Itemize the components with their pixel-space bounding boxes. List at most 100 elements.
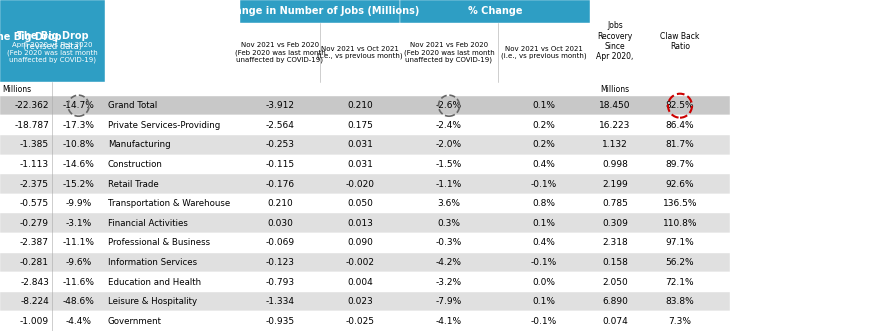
Text: Nov 2021 vs Oct 2021
(i.e., vs previous month): Nov 2021 vs Oct 2021 (i.e., vs previous … [501,46,586,59]
Text: 0.090: 0.090 [347,238,373,247]
Text: 2.050: 2.050 [601,277,627,287]
Text: 0.0%: 0.0% [532,277,555,287]
Text: -10.8%: -10.8% [63,140,95,149]
Text: 0.023: 0.023 [347,297,373,306]
Text: 0.074: 0.074 [601,317,627,326]
Text: 3.6%: 3.6% [437,199,460,208]
Text: Government: Government [108,317,162,326]
Text: 56.2%: 56.2% [665,258,693,267]
Text: -1.113: -1.113 [20,160,49,169]
Text: -0.176: -0.176 [265,179,295,189]
Text: -2.6%: -2.6% [435,101,461,110]
Text: -4.4%: -4.4% [65,317,91,326]
Text: (revised data): (revised data) [23,42,82,51]
Text: -0.575: -0.575 [20,199,49,208]
Text: 0.4%: 0.4% [532,160,554,169]
Bar [0,233,729,253]
Text: The Big Drop: The Big Drop [0,32,62,42]
Bar [0,174,729,194]
Text: Transportation & Warehouse: Transportation & Warehouse [108,199,230,208]
Text: -1.1%: -1.1% [435,179,461,189]
Text: -0.935: -0.935 [265,317,295,326]
Text: -9.6%: -9.6% [65,258,91,267]
Bar [0,0,105,82]
Text: -1.009: -1.009 [20,317,49,326]
Bar [0,213,729,233]
Text: Claw Back
Ratio: Claw Back Ratio [660,31,699,51]
Text: Millions: Millions [600,85,629,94]
Text: 0.1%: 0.1% [532,219,555,228]
Text: 0.031: 0.031 [347,140,373,149]
Bar [0,135,729,155]
Bar [400,0,589,23]
Text: 0.210: 0.210 [267,199,293,208]
Bar [0,96,729,116]
Text: -4.1%: -4.1% [435,317,461,326]
Text: 89.7%: 89.7% [665,160,693,169]
Text: -18.787: -18.787 [14,121,49,130]
Text: -1.334: -1.334 [265,297,295,306]
Text: -2.564: -2.564 [265,121,294,130]
Text: 81.7%: 81.7% [665,140,693,149]
Text: -0.002: -0.002 [345,258,374,267]
Text: 2.199: 2.199 [601,179,627,189]
Bar [0,194,729,213]
Text: -11.6%: -11.6% [63,277,95,287]
Text: 0.030: 0.030 [267,219,293,228]
Text: -11.1%: -11.1% [63,238,95,247]
Text: Change in Number of Jobs (Millions): Change in Number of Jobs (Millions) [221,6,419,16]
Text: -0.279: -0.279 [20,219,49,228]
Text: -3.912: -3.912 [265,101,295,110]
Text: 72.1%: 72.1% [665,277,693,287]
Text: -0.1%: -0.1% [530,258,556,267]
Text: Financial Activities: Financial Activities [108,219,188,228]
Text: -0.793: -0.793 [265,277,295,287]
Text: Leisure & Hospitality: Leisure & Hospitality [108,297,197,306]
Text: 6.890: 6.890 [601,297,627,306]
Text: -14.7%: -14.7% [63,101,95,110]
Text: -8.224: -8.224 [20,297,49,306]
Text: 86.4%: 86.4% [665,121,693,130]
Text: -0.1%: -0.1% [530,179,556,189]
Text: Nov 2021 vs Oct 2021
(i.e., vs previous month): Nov 2021 vs Oct 2021 (i.e., vs previous … [317,46,402,59]
Bar [0,155,729,174]
Text: 7.3%: 7.3% [667,317,691,326]
Text: 0.8%: 0.8% [532,199,555,208]
Text: -0.020: -0.020 [345,179,374,189]
Text: Nov 2021 vs Feb 2020
(Feb 2020 was last month
unaffected by COVID-19): Nov 2021 vs Feb 2020 (Feb 2020 was last … [235,42,325,63]
Text: -2.4%: -2.4% [435,121,461,130]
Text: 110.8%: 110.8% [662,219,696,228]
Text: 0.785: 0.785 [601,199,627,208]
Text: 97.1%: 97.1% [665,238,693,247]
Text: -0.281: -0.281 [20,258,49,267]
Text: -4.2%: -4.2% [435,258,461,267]
Text: 0.175: 0.175 [347,121,373,130]
Text: Professional & Business: Professional & Business [108,238,210,247]
Text: 16.223: 16.223 [599,121,630,130]
Text: -15.2%: -15.2% [63,179,95,189]
Text: 2.318: 2.318 [601,238,627,247]
Text: Manufacturing: Manufacturing [108,140,170,149]
Text: 0.2%: 0.2% [532,121,554,130]
Text: -3.2%: -3.2% [435,277,461,287]
Text: 136.5%: 136.5% [662,199,696,208]
Text: April 2020 vs Feb 2020
(Feb 2020 was last month
unaffected by COVID-19): April 2020 vs Feb 2020 (Feb 2020 was las… [7,42,98,63]
Text: Information Services: Information Services [108,258,197,267]
Bar [0,253,729,272]
Text: Retail Trade: Retail Trade [108,179,158,189]
Text: -0.069: -0.069 [265,238,295,247]
Text: -1.385: -1.385 [20,140,49,149]
Text: -0.3%: -0.3% [435,238,461,247]
Text: 83.8%: 83.8% [665,297,693,306]
Text: Grand Total: Grand Total [108,101,157,110]
Text: 0.004: 0.004 [347,277,373,287]
Text: 92.6%: 92.6% [665,179,693,189]
Text: 0.013: 0.013 [347,219,373,228]
Text: 0.309: 0.309 [601,219,627,228]
Text: Nov 2021 vs Feb 2020
(Feb 2020 was last month
unaffected by COVID-19): Nov 2021 vs Feb 2020 (Feb 2020 was last … [403,42,494,63]
Text: -22.362: -22.362 [15,101,49,110]
Bar [0,116,729,135]
Bar [0,311,729,331]
Text: 0.998: 0.998 [601,160,627,169]
Text: -48.6%: -48.6% [63,297,95,306]
